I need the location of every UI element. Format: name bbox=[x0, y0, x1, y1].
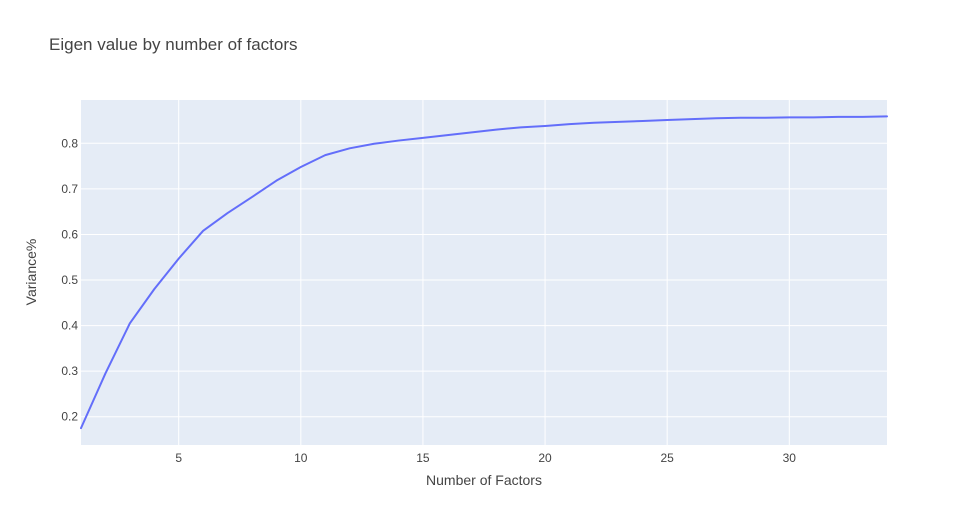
y-tick-label: 0.5 bbox=[61, 273, 78, 287]
y-tick-label: 0.4 bbox=[61, 319, 78, 333]
y-tick-labels: 0.2 0.3 0.4 0.5 0.6 0.7 0.8 bbox=[61, 136, 78, 423]
x-tick-label: 15 bbox=[416, 451, 430, 465]
x-gridlines bbox=[178, 100, 790, 445]
x-tick-label: 25 bbox=[661, 451, 675, 465]
y-axis-title: Variance% bbox=[23, 239, 39, 306]
x-tick-label: 5 bbox=[175, 451, 182, 465]
plot-area bbox=[81, 100, 887, 445]
y-gridlines bbox=[81, 142, 887, 418]
x-axis-title: Number of Factors bbox=[426, 472, 542, 488]
x-tick-label: 10 bbox=[294, 451, 308, 465]
y-tick-label: 0.7 bbox=[61, 182, 78, 196]
x-tick-label: 20 bbox=[538, 451, 552, 465]
y-tick-label: 0.8 bbox=[61, 136, 78, 150]
x-tick-labels: 5 10 15 20 25 30 bbox=[175, 451, 796, 465]
series-line bbox=[80, 115, 888, 430]
x-tick-label: 30 bbox=[783, 451, 797, 465]
y-tick-label: 0.6 bbox=[61, 227, 78, 241]
y-tick-label: 0.3 bbox=[61, 364, 78, 378]
y-tick-label: 0.2 bbox=[61, 410, 78, 424]
chart-title: Eigen value by number of factors bbox=[49, 35, 298, 54]
